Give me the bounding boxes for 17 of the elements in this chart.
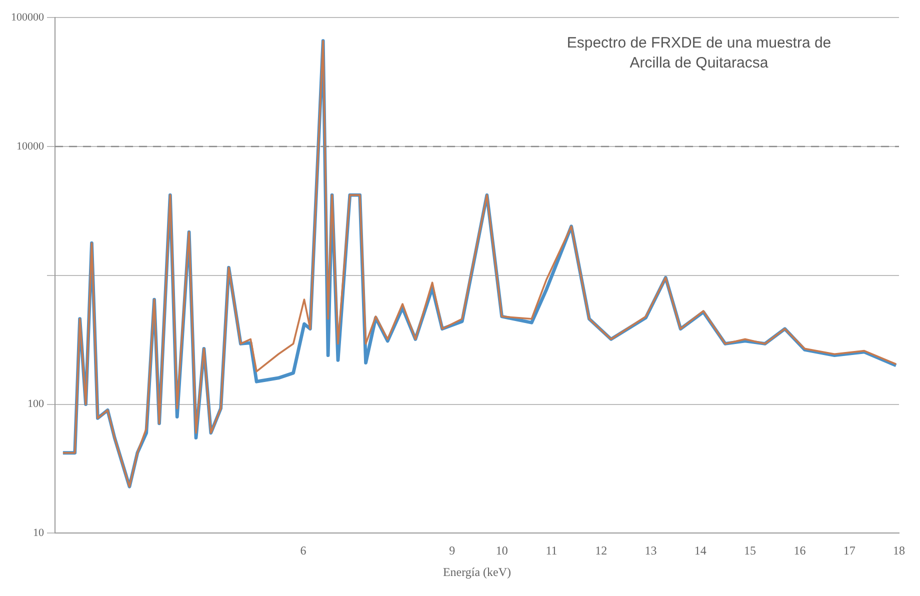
- x-tick-label: 16: [794, 544, 806, 558]
- y-tick-label: 100: [28, 398, 44, 410]
- x-tick-label: 10: [496, 544, 508, 558]
- x-tick-label: 11: [546, 544, 558, 558]
- x-axis-title: Energía (keV): [442, 564, 512, 579]
- x-tick-label: 15: [744, 544, 756, 558]
- y-tick-label: 100000: [11, 11, 44, 24]
- x-tick-label: 14: [694, 544, 706, 558]
- x-tick-label: 18: [893, 544, 905, 558]
- x-tick-label: 9: [449, 544, 456, 558]
- y-tick-label: 10: [33, 527, 44, 540]
- x-tick-label: 13: [644, 544, 657, 558]
- text: Espectro de FRXDE de una muestra de Arcilla de Quitaracsa: [566, 34, 832, 72]
- x-tick-label: 12: [595, 544, 608, 558]
- x-tick-label: 6: [300, 544, 306, 558]
- y-tick-label: 10000: [16, 140, 44, 152]
- x-tick-label: 17: [843, 544, 856, 558]
